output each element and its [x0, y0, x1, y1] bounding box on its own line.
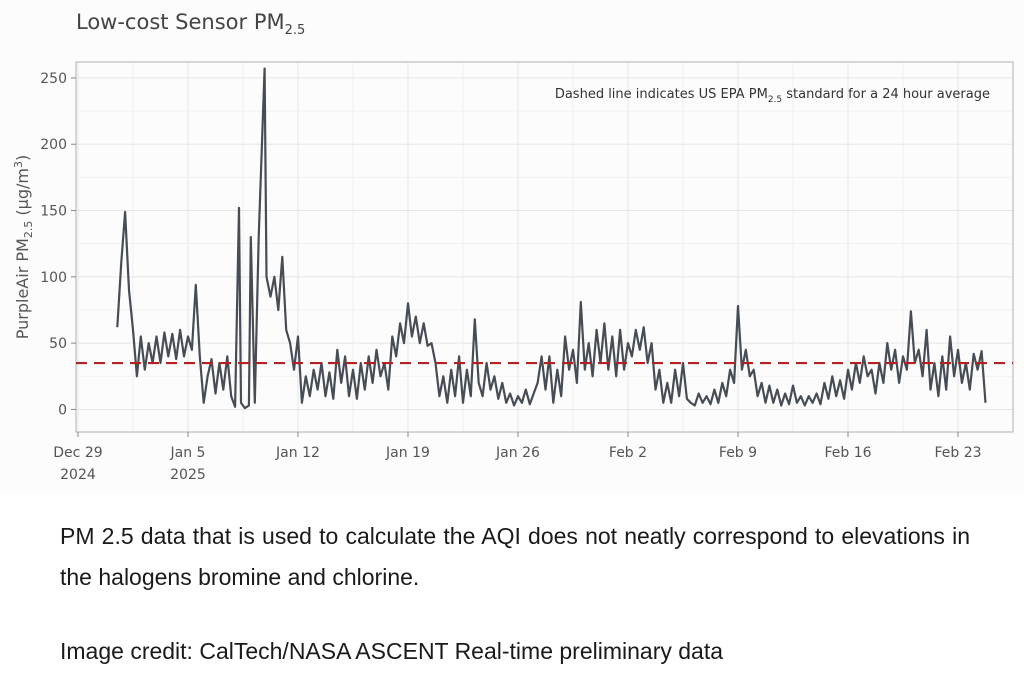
annotation-pre: Dashed line indicates US EPA PM [555, 87, 768, 102]
chart-title-subscript: 2.5 [284, 23, 306, 39]
y-tick-label: 250 [40, 71, 67, 87]
x-tick-label: Jan 19 [385, 445, 430, 461]
x-tick-label-year: 2024 [60, 467, 96, 483]
plot-border [75, 61, 1014, 433]
y-axis-title-sub: 2.5 [22, 221, 35, 239]
x-tick-label: Feb 2 [609, 445, 647, 461]
y-axis-ticks: 0 50 100 150 200 250 [40, 71, 76, 418]
x-tick-label: Dec 29 [53, 445, 102, 461]
y-axis-title-sup: 3 [12, 161, 25, 168]
caption: PM 2.5 data that is used to calculate th… [60, 523, 970, 590]
x-tick-label: Feb 23 [934, 445, 981, 461]
annotation: Dashed line indicates US EPA PM2.5 stand… [555, 87, 990, 105]
x-tick-label: Jan 26 [495, 445, 540, 461]
x-tick-label: Jan 12 [275, 445, 320, 461]
chart-title: Low-cost Sensor PM2.5 [76, 10, 305, 38]
y-axis-title: PurpleAir PM2.5 (µg/m3) [12, 155, 35, 339]
chart-title-text: Low-cost Sensor PM [76, 10, 285, 34]
y-axis-title-post: ) [13, 155, 32, 161]
y-tick-label: 150 [40, 204, 67, 220]
y-axis-title-pre: PurpleAir PM [13, 238, 32, 339]
y-axis-title-mid: (µg/m [13, 168, 32, 221]
x-tick-label: Feb 9 [719, 445, 757, 461]
y-tick-label: 200 [40, 137, 67, 153]
x-tick-label-year: 2025 [170, 467, 206, 483]
y-tick-label: 50 [49, 336, 67, 352]
x-tick-label: Feb 16 [824, 445, 871, 461]
x-axis-ticks: Dec 29 2024 Jan 5 2025 Jan 12 Jan 19 Jan 26 Feb… [53, 432, 982, 483]
series-line [116, 67, 987, 410]
y-tick-label: 100 [40, 270, 67, 286]
x-tick-label: Jan 5 [169, 445, 205, 461]
pm25-line-chart: 0 50 100 150 200 250 Dec 29 2024 Jan 5 2025 Jan 1… [12, 61, 1014, 483]
grid-lines [76, 62, 1013, 432]
image-credit: Image credit: CalTech/NASA ASCENT Real-t… [60, 638, 724, 664]
chart-panel: Low-cost Sensor PM2.5 0 50 100 150 200 250 De… [12, 10, 1014, 483]
y-tick-label: 0 [58, 402, 67, 418]
annotation-post: standard for a 24 hour average [782, 87, 990, 102]
annotation-sub: 2.5 [768, 95, 782, 105]
